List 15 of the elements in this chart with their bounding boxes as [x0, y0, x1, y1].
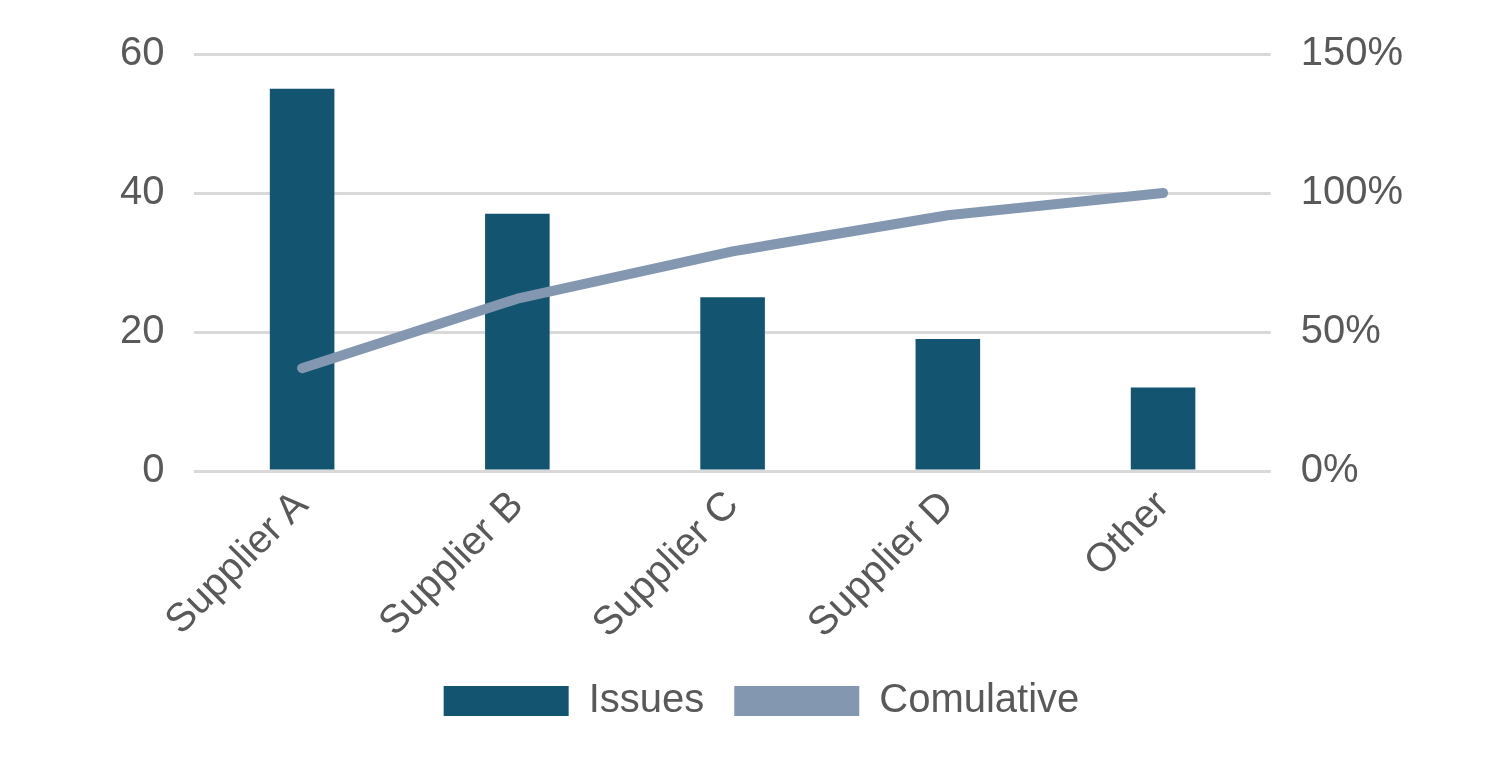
y2-tick-label: 100% — [1300, 168, 1404, 213]
bar — [1130, 387, 1196, 470]
legend-label: Issues — [588, 676, 705, 721]
bar — [485, 213, 550, 470]
legend-label: Comulative — [879, 676, 1080, 721]
y2-tick-label: 0% — [1300, 446, 1359, 491]
y2-tick-label: 50% — [1300, 307, 1381, 352]
bar — [915, 338, 981, 470]
y-tick-label: 60 — [119, 29, 165, 74]
y-tick-label: 40 — [119, 168, 165, 213]
y2-tick-label: 150% — [1300, 29, 1404, 74]
y-tick-label: 20 — [119, 307, 165, 352]
y-tick-label: 0 — [142, 446, 165, 491]
bar — [269, 88, 335, 470]
bar — [700, 297, 765, 470]
